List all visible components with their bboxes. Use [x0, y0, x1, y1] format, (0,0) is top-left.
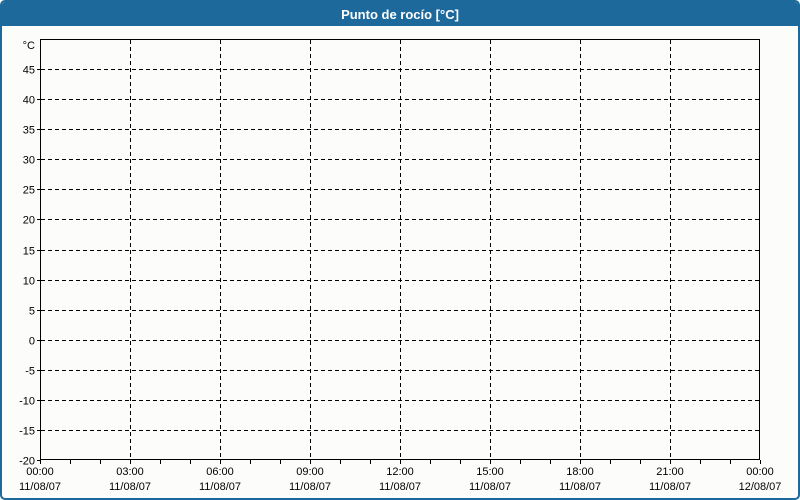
x-tick-date-label: 11/08/07	[379, 481, 421, 493]
x-tick-time-label: 03:00	[116, 466, 144, 478]
y-tick-label: 30	[23, 155, 35, 167]
x-tick-time-label: 18:00	[566, 466, 594, 478]
y-tick-label: -10	[19, 396, 35, 408]
x-tick-time-label: 21:00	[656, 466, 684, 478]
x-tick-time-label: 00:00	[746, 466, 774, 478]
x-tick-time-label: 06:00	[206, 466, 234, 478]
x-tick-time-label: 09:00	[296, 466, 324, 478]
chart-title: Punto de rocío [°C]	[341, 6, 459, 22]
x-tick-date-label: 11/08/07	[289, 481, 331, 493]
chart-titlebar: Punto de rocío [°C]	[2, 2, 798, 26]
x-tick-date-label: 11/08/07	[559, 481, 601, 493]
y-tick-label: 5	[29, 306, 35, 318]
x-tick-date-label: 11/08/07	[649, 481, 691, 493]
x-tick-time-label: 12:00	[386, 466, 414, 478]
y-tick-label: 15	[23, 246, 35, 258]
y-tick-label: 0	[29, 336, 35, 348]
x-tick-time-label: 15:00	[476, 466, 504, 478]
y-tick-label: -20	[19, 456, 35, 468]
x-tick-date-label: 11/08/07	[469, 481, 511, 493]
y-tick-label: 25	[23, 185, 35, 197]
x-tick-date-label: 11/08/07	[19, 481, 61, 493]
x-tick-time-label: 00:00	[26, 466, 54, 478]
plot-background	[40, 39, 760, 460]
y-tick-label: 10	[23, 276, 35, 288]
x-tick-date-label: 12/08/07	[739, 481, 782, 493]
y-tick-label: 45	[23, 65, 35, 77]
y-axis-unit-label: °C	[23, 40, 35, 52]
y-tick-label: 20	[23, 215, 35, 227]
y-tick-label: 40	[23, 95, 35, 107]
y-tick-label: -5	[25, 366, 35, 378]
y-tick-label: -15	[19, 426, 35, 438]
x-tick-date-label: 11/08/07	[199, 481, 241, 493]
plot-border	[40, 39, 760, 460]
x-tick-date-label: 11/08/07	[109, 481, 151, 493]
y-tick-label: 35	[23, 125, 35, 137]
